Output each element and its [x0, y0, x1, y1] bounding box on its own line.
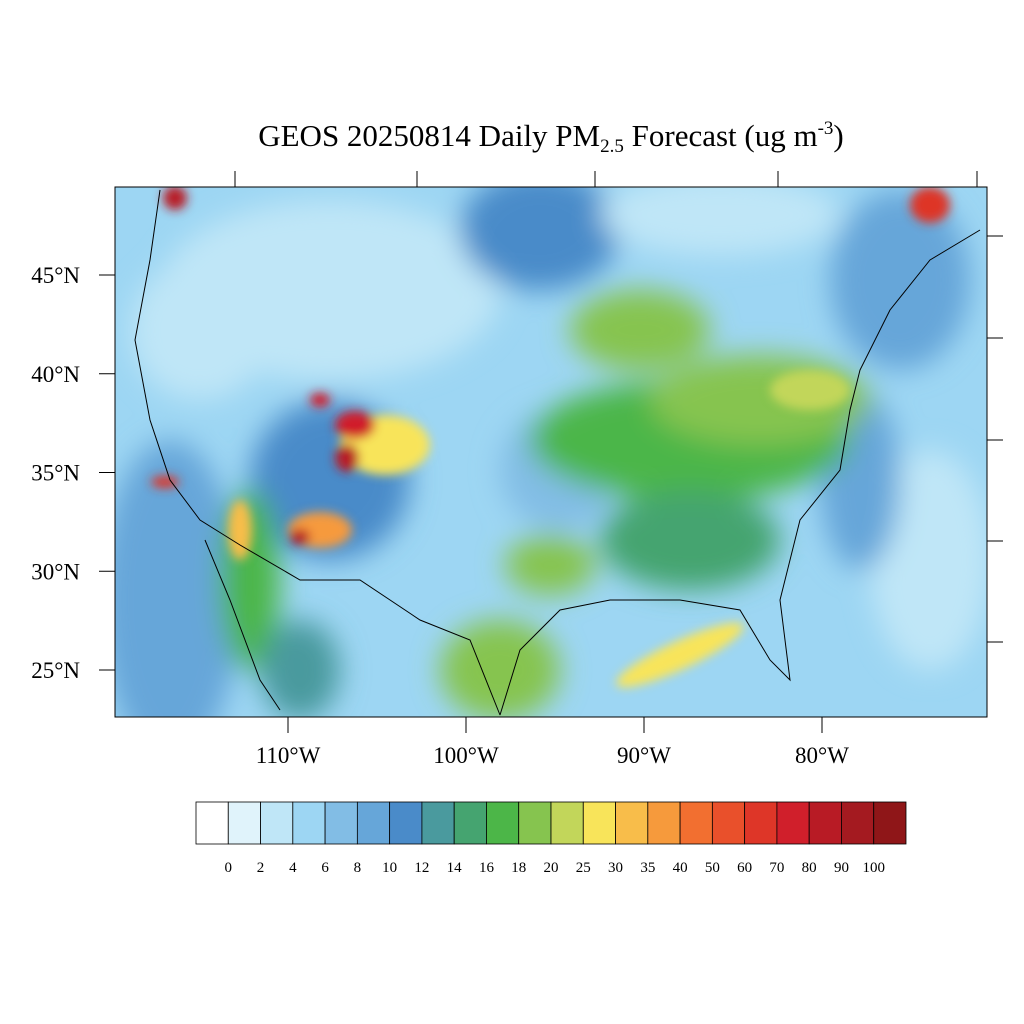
colorbar-label: 8: [354, 860, 362, 876]
title-part: 2.5: [600, 136, 624, 157]
colorbar-label: 30: [608, 860, 623, 876]
lat-label: 35°N: [31, 461, 80, 486]
colorbar-box: [356, 801, 391, 845]
colorbar-box: [486, 801, 520, 845]
frame-ticks: [234, 171, 1003, 643]
colorbar-box: [292, 801, 326, 845]
colorbar-label: 4: [289, 860, 297, 876]
colorbar-label: 50: [705, 860, 720, 876]
colorbar-label: 60: [737, 860, 752, 876]
colorbar-box: [550, 801, 584, 845]
pm25-field: [115, 187, 987, 717]
colorbar-label: 16: [479, 860, 495, 876]
colorbar-label: 35: [640, 860, 655, 876]
colorbar-box: [711, 801, 746, 845]
lon-label: 90°W: [617, 743, 671, 768]
colorbar-label: 12: [414, 860, 429, 876]
colorbar-label: 6: [321, 860, 329, 876]
colorbar-box: [615, 801, 649, 845]
colorbar-box: [647, 801, 681, 845]
colorbar: 0 2 4 6 8 10 12 14 16 18 20 25 30 35 40 50 60 70 80 90 100: [195, 801, 907, 876]
colorbar-box: [841, 801, 875, 845]
colorbar-label: 0: [225, 860, 233, 876]
colorbar-box: [518, 801, 552, 845]
colorbar-label: 70: [769, 860, 784, 876]
colorbar-box: [260, 801, 294, 845]
lat-label: 40°N: [31, 362, 80, 387]
colorbar-box: [582, 801, 616, 845]
lon-label: 110°W: [256, 743, 321, 768]
colorbar-box: [679, 801, 713, 845]
colorbar-box: [808, 801, 842, 845]
colorbar-box: [421, 801, 455, 845]
colorbar-label: 2: [257, 860, 265, 876]
lon-label: 80°W: [795, 743, 849, 768]
colorbar-label: 20: [544, 860, 559, 876]
colorbar-box: [873, 801, 907, 845]
title-part: GEOS 20250814 Daily PM: [258, 118, 600, 153]
colorbar-box: [227, 801, 261, 845]
colorbar-label: 25: [576, 860, 591, 876]
colorbar-label: 14: [447, 860, 463, 876]
colorbar-box: [195, 801, 229, 845]
colorbar-box: [776, 801, 810, 845]
lon-label: 100°W: [433, 743, 499, 768]
colorbar-box: [453, 801, 487, 845]
lat-label: 25°N: [31, 658, 80, 683]
title-part: -3: [818, 118, 834, 139]
colorbar-label: 100: [862, 860, 885, 876]
colorbar-label: 18: [511, 860, 526, 876]
colorbar-box: [744, 801, 778, 845]
colorbar-label: 90: [834, 860, 849, 876]
colorbar-box: [389, 801, 423, 845]
colorbar-label: 40: [673, 860, 688, 876]
title-part: ): [833, 118, 843, 153]
colorbar-label: 10: [382, 860, 397, 876]
lat-label: 30°N: [31, 559, 80, 584]
title-part: Forecast (ug m: [624, 118, 818, 153]
colorbar-box: [324, 801, 358, 845]
colorbar-label: 80: [802, 860, 817, 876]
map-title: GEOS 20250814 Daily PM2.5 Forecast (ug m…: [258, 118, 844, 157]
lat-label: 45°N: [31, 263, 80, 288]
